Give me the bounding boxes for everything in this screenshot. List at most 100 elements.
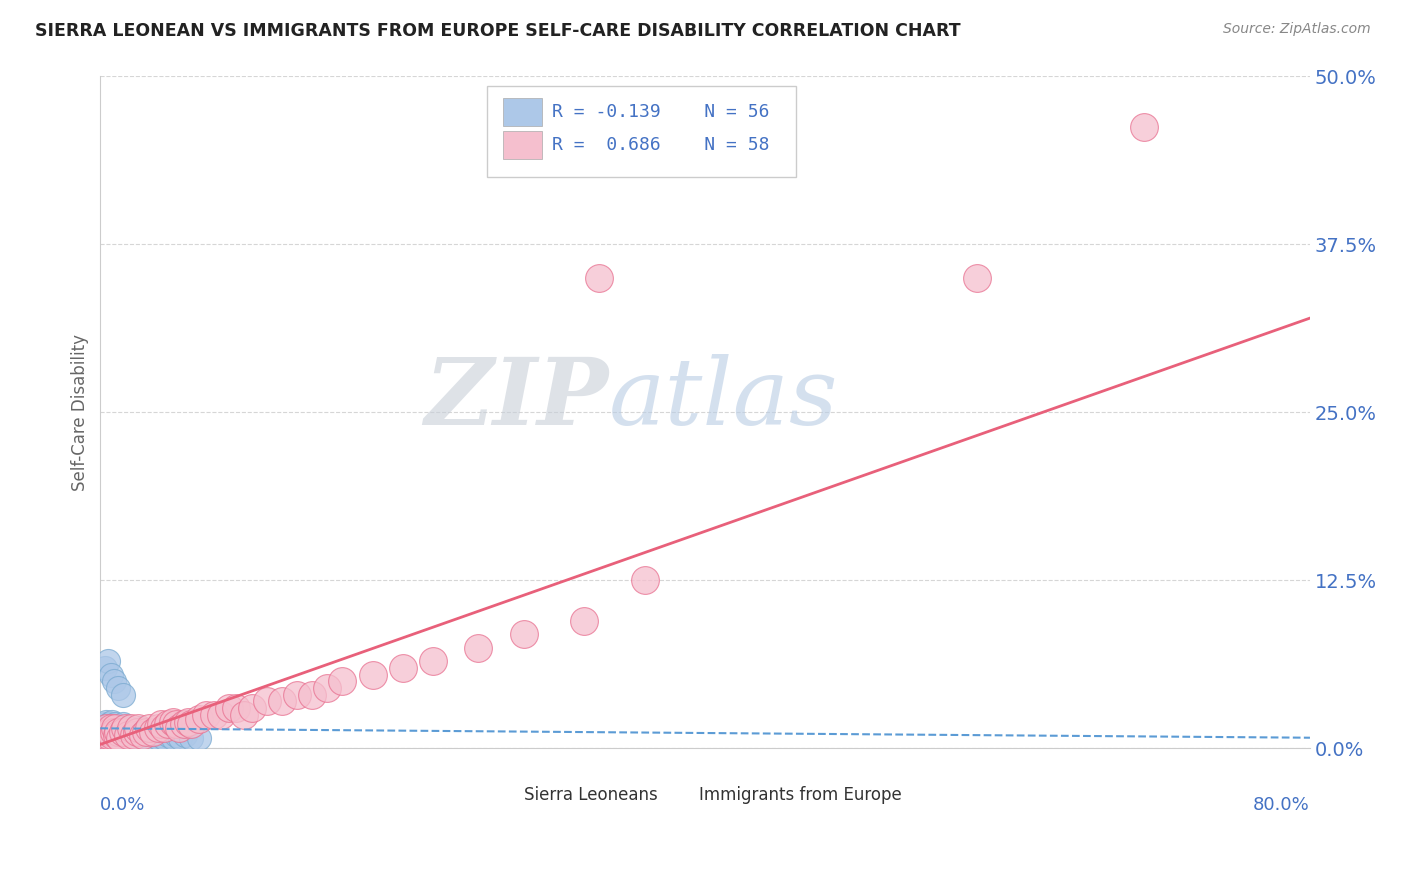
Point [107,681,129,695]
Point [120,721,142,735]
Point [153,721,176,735]
Point [97,728,120,742]
Point [114,725,136,739]
Point [157,717,180,731]
Point [100,667,122,681]
Point [233,707,256,722]
Point [285,688,308,702]
Point [103,674,125,689]
Point [135,725,157,739]
Point [572,614,595,628]
Point [138,731,160,745]
Text: Sierra Leoneans: Sierra Leoneans [523,786,658,804]
Point [330,674,353,689]
Text: atlas: atlas [609,354,838,444]
Point [195,707,218,722]
Point [122,728,145,742]
Point [101,714,124,729]
Point [98,717,121,731]
Point [94,661,117,675]
FancyBboxPatch shape [503,97,541,126]
Point [107,731,129,745]
Point [512,627,534,641]
Point [100,721,122,735]
Point [112,717,135,731]
Point [122,728,145,742]
Point [103,725,125,739]
Point [256,694,278,708]
Point [146,721,169,735]
Point [588,270,610,285]
Point [112,728,135,742]
Point [1132,120,1154,135]
Point [117,728,139,742]
Point [202,707,225,722]
Point [105,728,128,742]
Point [127,731,149,745]
Text: SIERRA LEONEAN VS IMMIGRANTS FROM EUROPE SELF-CARE DISABILITY CORRELATION CHART: SIERRA LEONEAN VS IMMIGRANTS FROM EUROPE… [35,22,960,40]
Point [107,721,129,735]
Point [270,694,292,708]
Text: R =  0.686    N = 58: R = 0.686 N = 58 [551,136,769,154]
Point [97,731,120,745]
Point [94,725,117,739]
Point [391,661,413,675]
Point [301,688,323,702]
Point [240,701,263,715]
Point [165,728,187,742]
Text: ZIP: ZIP [425,354,609,444]
Point [107,725,129,739]
Point [131,728,153,742]
Point [90,728,112,742]
Point [316,681,339,695]
Point [118,731,141,745]
Point [167,721,190,735]
Point [153,731,176,745]
Text: Source: ZipAtlas.com: Source: ZipAtlas.com [1223,22,1371,37]
Point [101,725,124,739]
Point [104,721,127,735]
Point [162,731,184,745]
Point [634,574,657,588]
Point [96,721,118,735]
Point [97,721,120,735]
Point [110,721,132,735]
Point [187,731,209,745]
Point [174,728,197,742]
Point [149,728,172,742]
Point [101,728,124,742]
Point [128,721,150,735]
Point [966,270,988,285]
Point [93,721,115,735]
Point [90,731,112,745]
Point [135,725,157,739]
Y-axis label: Self-Care Disability: Self-Care Disability [72,334,89,491]
Point [225,701,247,715]
Point [138,721,160,735]
Point [94,728,117,742]
FancyBboxPatch shape [654,782,693,808]
Point [143,725,166,739]
Point [180,731,202,745]
Point [94,717,117,731]
Point [187,712,209,726]
Point [146,731,169,745]
Point [105,725,128,739]
Point [125,725,148,739]
Point [96,714,118,729]
Point [218,701,240,715]
Point [149,717,172,731]
Point [93,725,115,739]
Text: 80.0%: 80.0% [1253,796,1310,814]
Point [157,728,180,742]
Point [127,721,149,735]
Point [98,725,121,739]
Point [115,721,138,735]
Point [104,728,127,742]
Text: Immigrants from Europe: Immigrants from Europe [699,786,901,804]
Point [131,728,153,742]
Point [165,717,187,731]
Point [120,721,142,735]
Point [177,714,200,729]
Point [114,721,136,735]
